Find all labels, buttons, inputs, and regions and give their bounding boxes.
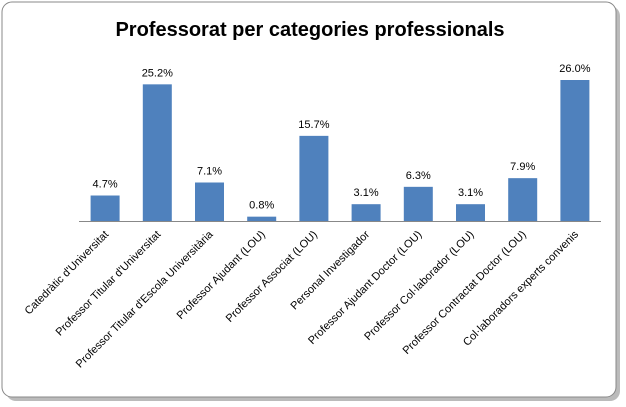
value-label: 26.0% [559, 63, 590, 75]
bar [299, 135, 329, 221]
value-label: 25.2% [142, 67, 173, 79]
bar [195, 182, 224, 221]
value-label: 7.9% [510, 161, 535, 173]
bar [351, 204, 381, 221]
bar [247, 216, 277, 221]
chart-title: Professorat per categories professionals [115, 19, 504, 41]
value-label: 4.7% [93, 179, 118, 191]
value-label: 3.1% [354, 187, 379, 199]
value-label: 6.3% [406, 170, 431, 182]
bar [403, 186, 433, 221]
bar [90, 195, 120, 221]
bar [456, 204, 485, 221]
value-label: 3.1% [458, 187, 483, 199]
value-label: 0.8% [249, 200, 274, 212]
value-label: 15.7% [298, 119, 329, 131]
bar [142, 84, 172, 221]
value-label: 7.1% [197, 165, 222, 177]
bar [508, 178, 538, 221]
bar [560, 80, 590, 221]
